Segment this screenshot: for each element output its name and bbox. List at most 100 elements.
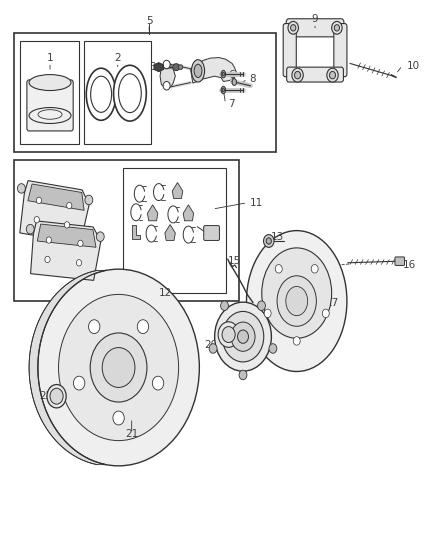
Text: 4: 4 [191, 62, 197, 71]
Text: 14: 14 [201, 227, 215, 237]
Ellipse shape [222, 88, 224, 92]
Polygon shape [28, 184, 84, 211]
Text: 12: 12 [159, 288, 173, 298]
Text: 18: 18 [254, 340, 267, 350]
Circle shape [152, 376, 164, 390]
Ellipse shape [286, 286, 307, 316]
Ellipse shape [173, 63, 180, 70]
Ellipse shape [247, 231, 347, 372]
Circle shape [334, 25, 339, 31]
FancyBboxPatch shape [286, 19, 344, 37]
Circle shape [113, 411, 124, 425]
Polygon shape [154, 63, 163, 71]
Text: 20: 20 [205, 340, 218, 350]
Polygon shape [160, 62, 175, 88]
Polygon shape [191, 58, 237, 83]
Polygon shape [132, 224, 140, 239]
Circle shape [258, 301, 265, 311]
Circle shape [137, 320, 148, 334]
Circle shape [288, 21, 298, 34]
Circle shape [96, 232, 104, 241]
Ellipse shape [222, 72, 224, 76]
Ellipse shape [29, 75, 71, 91]
Text: 17: 17 [326, 297, 339, 308]
Ellipse shape [237, 330, 248, 343]
Circle shape [26, 224, 34, 234]
Circle shape [322, 309, 329, 318]
Circle shape [76, 260, 81, 266]
Circle shape [163, 82, 170, 90]
Circle shape [163, 60, 170, 69]
Circle shape [264, 235, 274, 247]
Text: 11: 11 [250, 198, 263, 208]
Text: 22: 22 [39, 391, 52, 401]
Circle shape [290, 25, 296, 31]
Text: 6: 6 [229, 70, 235, 80]
Ellipse shape [262, 248, 332, 338]
FancyBboxPatch shape [334, 23, 347, 77]
Ellipse shape [222, 311, 264, 362]
Circle shape [329, 71, 336, 79]
FancyBboxPatch shape [204, 225, 219, 240]
Circle shape [292, 68, 303, 82]
Ellipse shape [59, 294, 179, 441]
FancyBboxPatch shape [283, 23, 296, 77]
Bar [20, 41, 79, 144]
Circle shape [34, 216, 39, 223]
Text: 2: 2 [114, 53, 121, 62]
Polygon shape [31, 221, 101, 280]
Ellipse shape [29, 108, 71, 124]
Text: 9: 9 [312, 14, 318, 24]
Ellipse shape [215, 302, 272, 371]
Circle shape [18, 184, 25, 193]
Bar [14, 160, 239, 301]
Ellipse shape [222, 327, 235, 343]
Circle shape [88, 320, 100, 334]
Polygon shape [165, 224, 175, 240]
Ellipse shape [221, 70, 226, 78]
Ellipse shape [178, 64, 183, 69]
Circle shape [269, 344, 277, 353]
Text: 10: 10 [407, 61, 420, 70]
Circle shape [275, 264, 282, 273]
Ellipse shape [194, 64, 202, 77]
Circle shape [332, 21, 342, 34]
Circle shape [85, 195, 93, 205]
Circle shape [294, 71, 300, 79]
Ellipse shape [231, 322, 255, 351]
Ellipse shape [86, 68, 116, 120]
Circle shape [293, 337, 300, 345]
Polygon shape [37, 224, 96, 247]
Ellipse shape [47, 384, 66, 408]
Polygon shape [183, 205, 194, 221]
Polygon shape [172, 182, 183, 198]
Circle shape [74, 376, 85, 390]
Ellipse shape [221, 86, 226, 94]
Polygon shape [29, 270, 106, 465]
Circle shape [209, 344, 217, 353]
Bar [14, 33, 276, 152]
Ellipse shape [218, 322, 239, 348]
Circle shape [64, 222, 70, 228]
Bar [123, 168, 226, 293]
Circle shape [239, 370, 247, 379]
Ellipse shape [102, 348, 135, 387]
Polygon shape [148, 205, 158, 221]
Text: 3: 3 [149, 62, 155, 71]
Ellipse shape [90, 333, 147, 402]
Circle shape [45, 256, 50, 263]
Circle shape [36, 197, 42, 204]
FancyBboxPatch shape [27, 80, 73, 131]
Text: 16: 16 [403, 260, 416, 270]
Ellipse shape [191, 60, 205, 82]
Ellipse shape [38, 269, 199, 466]
Circle shape [264, 309, 271, 318]
Circle shape [266, 238, 272, 244]
Bar [84, 41, 151, 144]
Text: 8: 8 [250, 74, 256, 84]
Ellipse shape [50, 388, 63, 404]
Circle shape [67, 203, 72, 209]
Text: 7: 7 [229, 99, 235, 109]
Circle shape [46, 237, 52, 243]
Text: 13: 13 [271, 232, 284, 243]
